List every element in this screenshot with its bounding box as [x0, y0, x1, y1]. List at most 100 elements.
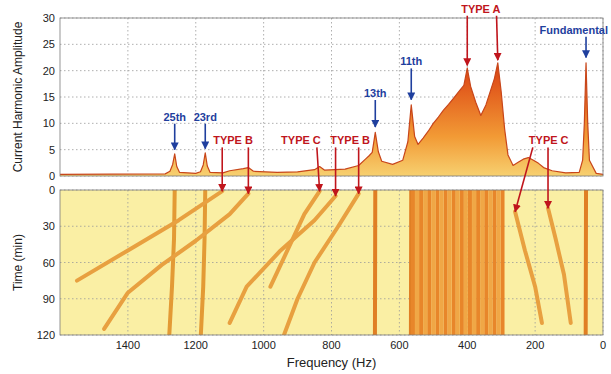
streak-line — [444, 190, 448, 335]
x-tick-label: 600 — [390, 339, 408, 351]
x-tick-label: 0 — [600, 339, 606, 351]
annotation-arrow — [358, 147, 360, 193]
streak-line — [515, 212, 542, 323]
grid-line — [60, 298, 603, 299]
streak-line — [423, 190, 427, 335]
grid-line — [535, 190, 536, 335]
annotation-label: TYPE C — [529, 134, 569, 146]
grid-line — [60, 97, 603, 98]
streak-line — [584, 190, 588, 335]
grid-line — [399, 190, 400, 335]
grid-line — [60, 262, 603, 263]
annotation-arrow — [547, 147, 549, 208]
annotation-arrow — [174, 124, 176, 150]
streak-line — [431, 190, 435, 335]
chart: 0 5 10 15 20 25 30 Current Harmonic Amplitude 0 3… — [0, 0, 611, 374]
grid-line — [263, 18, 264, 176]
plot-area — [60, 190, 603, 335]
streak-line — [201, 190, 205, 335]
plot-frame — [60, 18, 603, 176]
streak-line — [439, 190, 443, 335]
streak-line — [472, 190, 476, 335]
streak-line — [415, 190, 419, 335]
grid-line — [60, 123, 603, 124]
streak-line — [448, 190, 452, 335]
streak-line — [270, 191, 319, 286]
streak-line — [492, 190, 496, 335]
series-group — [60, 63, 603, 176]
streak-line — [480, 190, 484, 335]
x-tick-label: 800 — [322, 339, 340, 351]
y-tick-label: 0 — [49, 184, 55, 196]
y-tick-label: 30 — [43, 12, 55, 24]
plot-area — [60, 18, 603, 176]
annotation-arrow — [585, 37, 587, 58]
y-tick-label: 15 — [43, 91, 55, 103]
y-tick-label: 30 — [43, 220, 55, 232]
streak-line — [468, 190, 472, 335]
annotation-arrow — [317, 147, 320, 191]
spectrum-line — [60, 63, 603, 175]
x-tick-label: 1400 — [116, 339, 140, 351]
streak-line — [488, 190, 492, 335]
spectrum-area — [60, 63, 603, 176]
annotation-label: 23rd — [194, 111, 217, 123]
grid-line — [399, 18, 400, 176]
grid-line — [467, 190, 468, 335]
y-axis-title: Current Harmonic Amplitude — [11, 21, 25, 172]
grid-line — [331, 190, 332, 335]
annotation-label: Fundamental — [540, 24, 608, 36]
streak-line — [476, 190, 480, 335]
streak-line — [409, 190, 413, 335]
streak-line — [77, 191, 222, 280]
annotation-arrow — [204, 124, 206, 149]
streak-line — [411, 190, 415, 335]
y-tick-label: 10 — [43, 117, 55, 129]
annotation-arrow — [374, 100, 376, 127]
streak-line — [427, 190, 431, 335]
y-tick-label: 0 — [49, 170, 55, 182]
y-tick-label: 120 — [37, 329, 55, 341]
streak-line — [169, 190, 174, 335]
y-tick-label: 25 — [43, 38, 55, 50]
streak-line — [501, 190, 505, 335]
streak-line — [460, 190, 464, 335]
streak-line — [484, 190, 488, 335]
series-group — [77, 190, 586, 335]
grid-line — [60, 226, 603, 227]
streak-line — [104, 194, 248, 329]
streak-line — [496, 190, 500, 335]
annotation-arrow — [221, 147, 223, 191]
y-tick-label: 90 — [43, 293, 55, 305]
plot-frame — [60, 190, 603, 335]
x-tick-label: 200 — [526, 339, 544, 351]
x-tick-label: 400 — [458, 339, 476, 351]
annotation-arrow — [466, 16, 468, 66]
streak-line — [373, 190, 377, 335]
grid-line — [263, 190, 264, 335]
annotation-label: 25th — [163, 111, 186, 123]
streak-line — [452, 190, 456, 335]
annotation-label: 13th — [364, 87, 387, 99]
grid-line — [535, 18, 536, 176]
streak-line — [435, 190, 439, 335]
x-axis-title: Frequency (Hz) — [287, 355, 377, 370]
annotation-arrow — [497, 16, 498, 60]
annotation-label: TYPE C — [281, 134, 321, 146]
annotation-label: TYPE B — [213, 134, 253, 146]
y-tick-label: 5 — [49, 144, 55, 156]
annotation-label: TYPE B — [330, 134, 370, 146]
grid-line — [60, 70, 603, 71]
x-tick-label: 1200 — [184, 339, 208, 351]
annotation-arrow — [335, 147, 337, 196]
annotation-arrow — [410, 68, 412, 99]
annotation-arrow — [248, 147, 250, 193]
streak-line — [456, 190, 460, 335]
grid-line — [331, 18, 332, 176]
streak-line — [464, 190, 468, 335]
annotation-label: 11th — [400, 55, 422, 67]
grid-line — [60, 44, 603, 45]
annotation-arrow — [515, 147, 533, 211]
streak-line — [419, 190, 423, 335]
y-tick-label: 20 — [43, 65, 55, 77]
